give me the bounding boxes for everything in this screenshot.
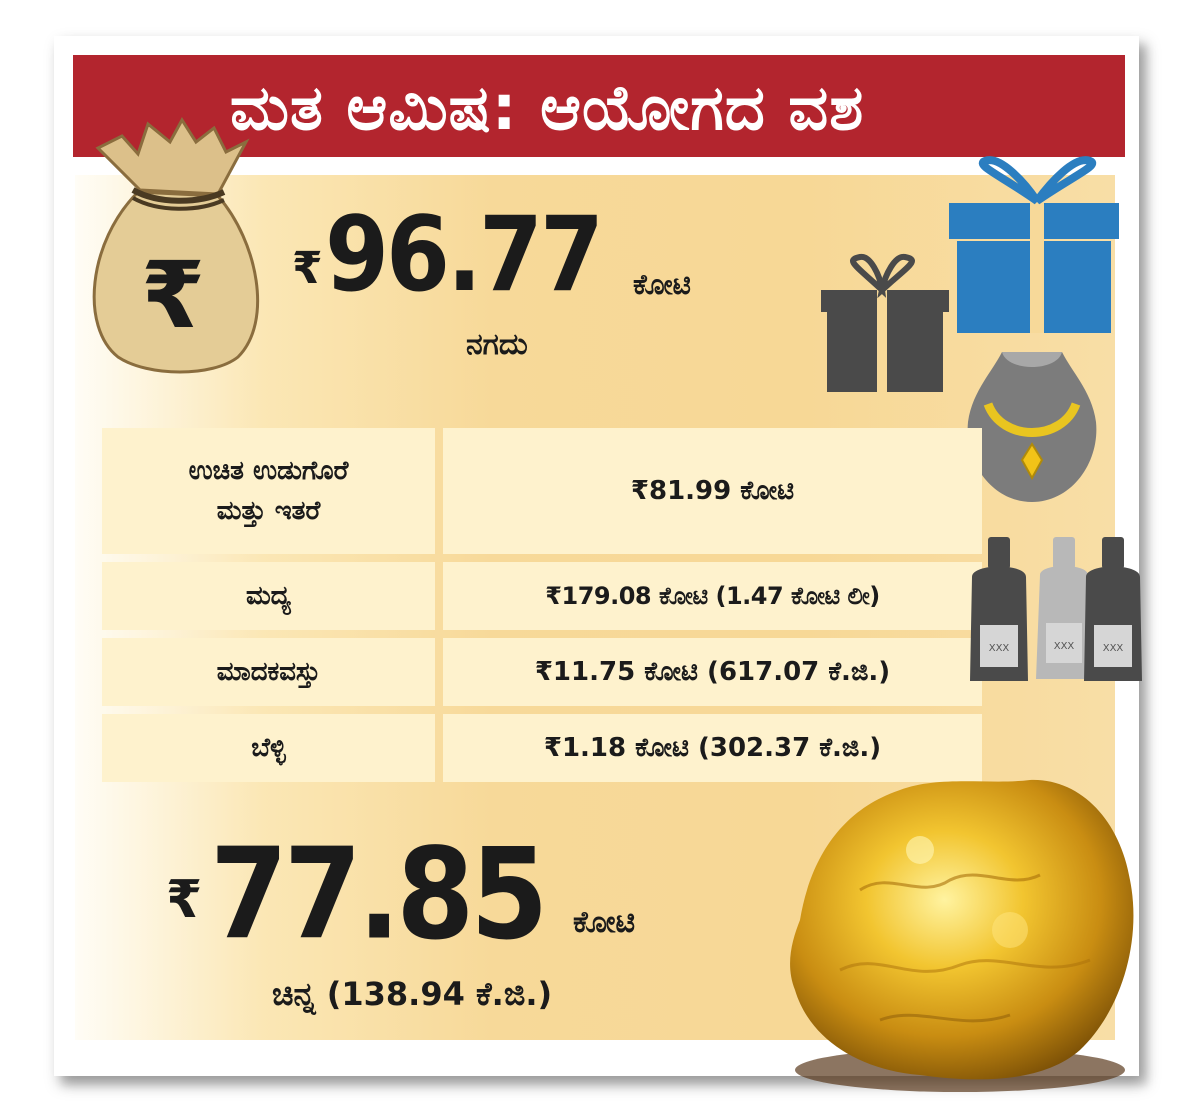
- svg-text:XXX: XXX: [1103, 643, 1124, 654]
- gift-boxes-icon: [821, 156, 1119, 392]
- gold-currency: ₹: [166, 870, 203, 930]
- gold-amount: 77.85: [210, 822, 548, 968]
- page-title: ಮತ ಆಮಿಷ: ಆಯೋಗದ ವಶ: [230, 71, 865, 144]
- cash-amount: 96.77: [325, 195, 604, 315]
- table-row-gifts-item: ಉಚಿತ ಉಡುಗೊರೆ ಮತ್ತು ಇತರೆ: [102, 428, 435, 554]
- table-row-silver-value: ₹1.18 ಕೋಟಿ (302.37 ಕೆ.ಜಿ.): [443, 714, 982, 782]
- table-row-liquor-value: ₹179.08 ಕೋಟಿ (1.47 ಕೋಟಿ ಲೀ): [443, 562, 982, 630]
- svg-text:XXX: XXX: [989, 643, 1010, 654]
- necklace-icon: [967, 352, 1097, 502]
- gold-unit: ಕೋಟಿ: [573, 905, 636, 940]
- liquor-bottles-icon: XXX XXX XXX: [970, 537, 1142, 681]
- svg-text:₹: ₹: [141, 242, 205, 349]
- cash-unit: ಕೋಟಿ: [633, 268, 691, 301]
- table-row-silver-item: ಬೆಳ್ಳಿ: [102, 714, 435, 782]
- svg-text:XXX: XXX: [1054, 641, 1075, 652]
- cash-currency: ₹: [292, 243, 323, 294]
- cash-label: ನಗದು: [466, 327, 528, 362]
- table-row-drugs-item: ಮಾದಕವಸ್ತು: [102, 638, 435, 706]
- money-bag-icon: ₹: [92, 117, 260, 374]
- gold-label: ಚಿನ್ನ (138.94 ಕೆ.ಜಿ.): [272, 975, 553, 1013]
- table-row-drugs-value: ₹11.75 ಕೋಟಿ (617.07 ಕೆ.ಜಿ.): [443, 638, 982, 706]
- table-row-gifts-value: ₹81.99 ಕೋಟಿ: [443, 428, 982, 554]
- gold-nugget-icon: [790, 779, 1134, 1092]
- table-row-liquor-item: ಮದ್ಯ: [102, 562, 435, 630]
